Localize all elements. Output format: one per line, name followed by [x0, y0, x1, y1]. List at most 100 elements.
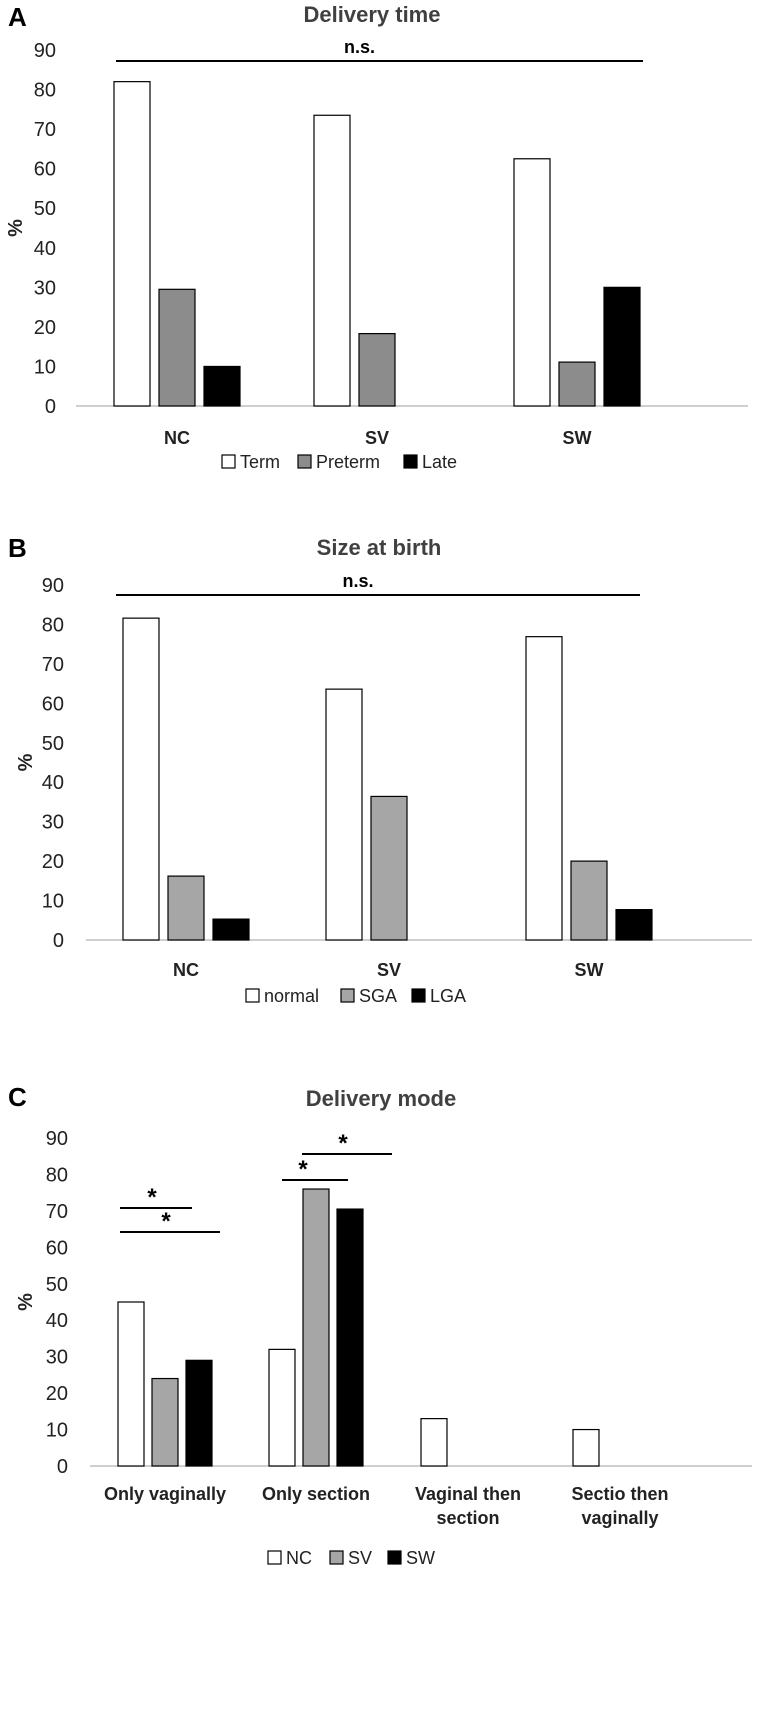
significance-label: n.s.	[344, 37, 375, 57]
legend-label-preterm: Preterm	[316, 452, 380, 472]
legend-swatch-lga	[411, 988, 426, 1003]
bar-sw-lga	[615, 909, 653, 941]
y-tick-label: 60	[34, 159, 56, 181]
y-tick-label: 30	[46, 1347, 68, 1369]
legend-label-normal: normal	[264, 986, 319, 1006]
y-tick-label: 50	[34, 198, 56, 220]
x-tick-label: SW	[575, 960, 604, 980]
y-tick-label: 30	[34, 277, 56, 299]
legend-swatch-sv	[329, 1550, 344, 1565]
bar-sw-late	[603, 286, 641, 407]
x-tick-label: NC	[164, 428, 190, 448]
y-tick-label: 70	[34, 119, 56, 141]
legend-label-sw: SW	[406, 1548, 435, 1568]
chart-title: Delivery mode	[306, 1086, 456, 1111]
x-tick-label: Only section	[262, 1484, 370, 1504]
legend-swatch-preterm	[297, 454, 312, 469]
bar-sw-sga	[570, 860, 608, 941]
legend-swatch-late	[403, 454, 418, 469]
chart-title: Delivery time	[304, 2, 441, 27]
bar-sw-preterm	[558, 361, 596, 407]
y-tick-label: 0	[45, 396, 56, 418]
y-tick-label: 80	[46, 1164, 68, 1186]
bar-vaginal-then-section-nc	[420, 1418, 448, 1467]
bar-only-section-sw	[336, 1208, 364, 1467]
panel-letter: C	[8, 1082, 27, 1112]
legend-label-term: Term	[240, 452, 280, 472]
y-tick-label: 20	[42, 851, 64, 873]
y-tick-label: 40	[34, 238, 56, 260]
significance-star: *	[161, 1208, 171, 1235]
legend-swatch-sw	[387, 1550, 402, 1565]
bar-nc-late	[203, 365, 241, 407]
y-axis-label: %	[5, 219, 27, 237]
x-tick-label: section	[436, 1508, 499, 1528]
bar-sw-normal	[525, 636, 563, 941]
y-tick-label: 60	[46, 1237, 68, 1259]
legend-swatch-term	[221, 454, 236, 469]
bar-sw-term	[513, 158, 551, 407]
bar-sectio-then-vaginally-nc	[572, 1428, 600, 1467]
legend-label-late: Late	[422, 452, 457, 472]
y-tick-label: 10	[46, 1420, 68, 1442]
bar-only-vaginally-nc	[117, 1301, 145, 1467]
y-axis-label: %	[15, 1293, 37, 1311]
bar-only-vaginally-sv	[151, 1377, 179, 1467]
y-axis-label: %	[15, 753, 37, 771]
y-tick-label: 20	[34, 317, 56, 339]
bar-only-section-nc	[268, 1348, 296, 1467]
chart-panel-a: A Delivery time 0 10 20 30 40 50 60 70 80 90% NC SV SW…	[5, 2, 748, 472]
bar-sv-term	[313, 114, 351, 407]
bar-nc-lga	[212, 918, 250, 941]
significance-star: *	[298, 1156, 308, 1183]
x-tick-label: NC	[173, 960, 199, 980]
panel-letter: A	[8, 2, 27, 32]
y-tick-label: 60	[42, 693, 64, 715]
bar-nc-sga	[167, 875, 205, 941]
y-tick-label: 20	[46, 1383, 68, 1405]
x-tick-label: Only vaginally	[104, 1484, 226, 1504]
x-tick-label: vaginally	[581, 1508, 658, 1528]
legend: normal SGA LGA	[245, 986, 466, 1006]
legend-swatch-nc	[267, 1550, 282, 1565]
bar-nc-term	[113, 81, 151, 407]
bar-only-section-sv	[302, 1188, 330, 1467]
legend: NC SV SW	[267, 1548, 435, 1568]
y-tick-label: 0	[57, 1456, 68, 1478]
chart-title: Size at birth	[317, 535, 442, 560]
legend-swatch-sga	[340, 988, 355, 1003]
x-tick-label: SW	[563, 428, 592, 448]
y-tick-label: 90	[42, 575, 64, 597]
legend-label-sv: SV	[348, 1548, 372, 1568]
legend-label-nc: NC	[286, 1548, 312, 1568]
y-tick-label: 0	[53, 930, 64, 952]
y-tick-label: 50	[46, 1274, 68, 1296]
y-tick-label: 10	[42, 891, 64, 913]
y-tick-label: 40	[42, 772, 64, 794]
y-tick-label: 40	[46, 1310, 68, 1332]
bar-only-vaginally-sw	[185, 1359, 213, 1467]
y-tick-label: 90	[34, 40, 56, 62]
x-tick-label: SV	[365, 428, 389, 448]
bar-sv-sga	[370, 795, 408, 941]
x-tick-label: Sectio then	[571, 1484, 668, 1504]
legend: Term Preterm Late	[221, 452, 457, 472]
y-tick-label: 90	[46, 1128, 68, 1150]
chart-panel-c: C Delivery mode 0 10 20 30 40 50 60 70 80 90% Only v…	[8, 1082, 752, 1568]
bar-sv-preterm	[358, 333, 396, 407]
legend-label-sga: SGA	[359, 986, 397, 1006]
chart-panel-b: B Size at birth 0 10 20 30 40 50 60 70 80 90% NC SV SW…	[8, 533, 752, 1006]
x-tick-label: Vaginal then	[415, 1484, 521, 1504]
legend-swatch-normal	[245, 988, 260, 1003]
panel-letter: B	[8, 533, 27, 563]
significance-star: *	[147, 1184, 157, 1211]
y-tick-label: 10	[34, 356, 56, 378]
significance-star: *	[338, 1130, 348, 1157]
bar-nc-normal	[122, 617, 160, 941]
legend-label-lga: LGA	[430, 986, 466, 1006]
y-tick-label: 70	[42, 654, 64, 676]
y-tick-label: 30	[42, 812, 64, 834]
y-tick-label: 70	[46, 1201, 68, 1223]
significance-label: n.s.	[342, 571, 373, 591]
